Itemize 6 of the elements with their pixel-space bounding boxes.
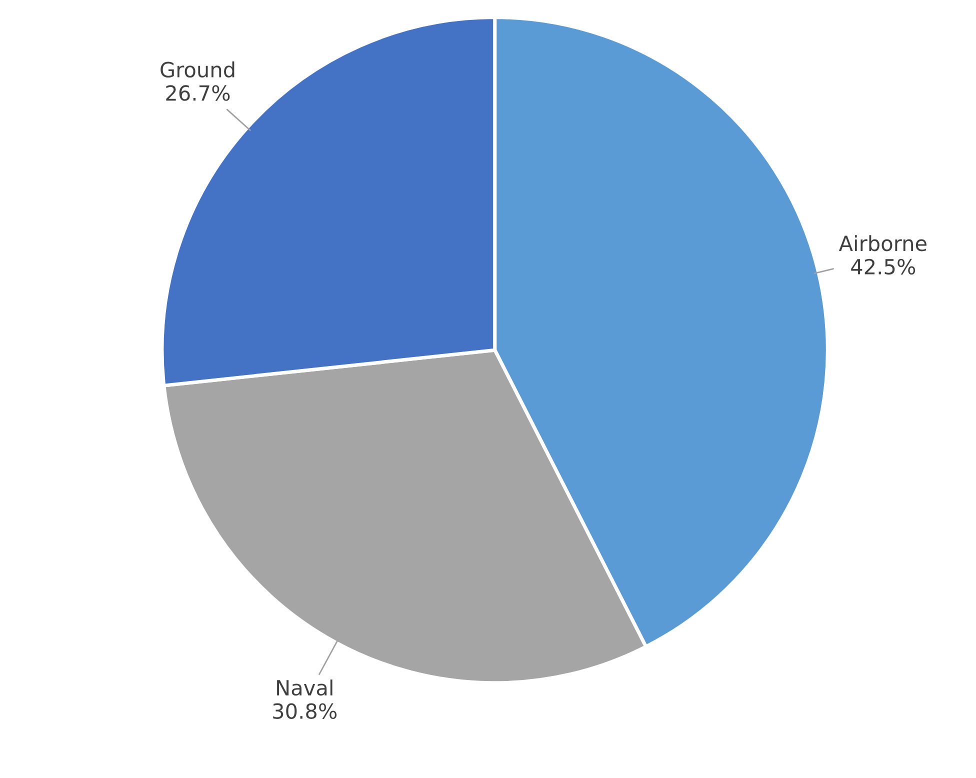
- slice-label: Naval: [277, 680, 332, 696]
- slice-label: Ground: [160, 61, 234, 78]
- data-label: 30.8%: [273, 703, 337, 719]
- data-label: 42.5%: [851, 258, 916, 275]
- slice-label: Airborne: [838, 235, 926, 252]
- data-label: 26.7%: [166, 85, 230, 101]
